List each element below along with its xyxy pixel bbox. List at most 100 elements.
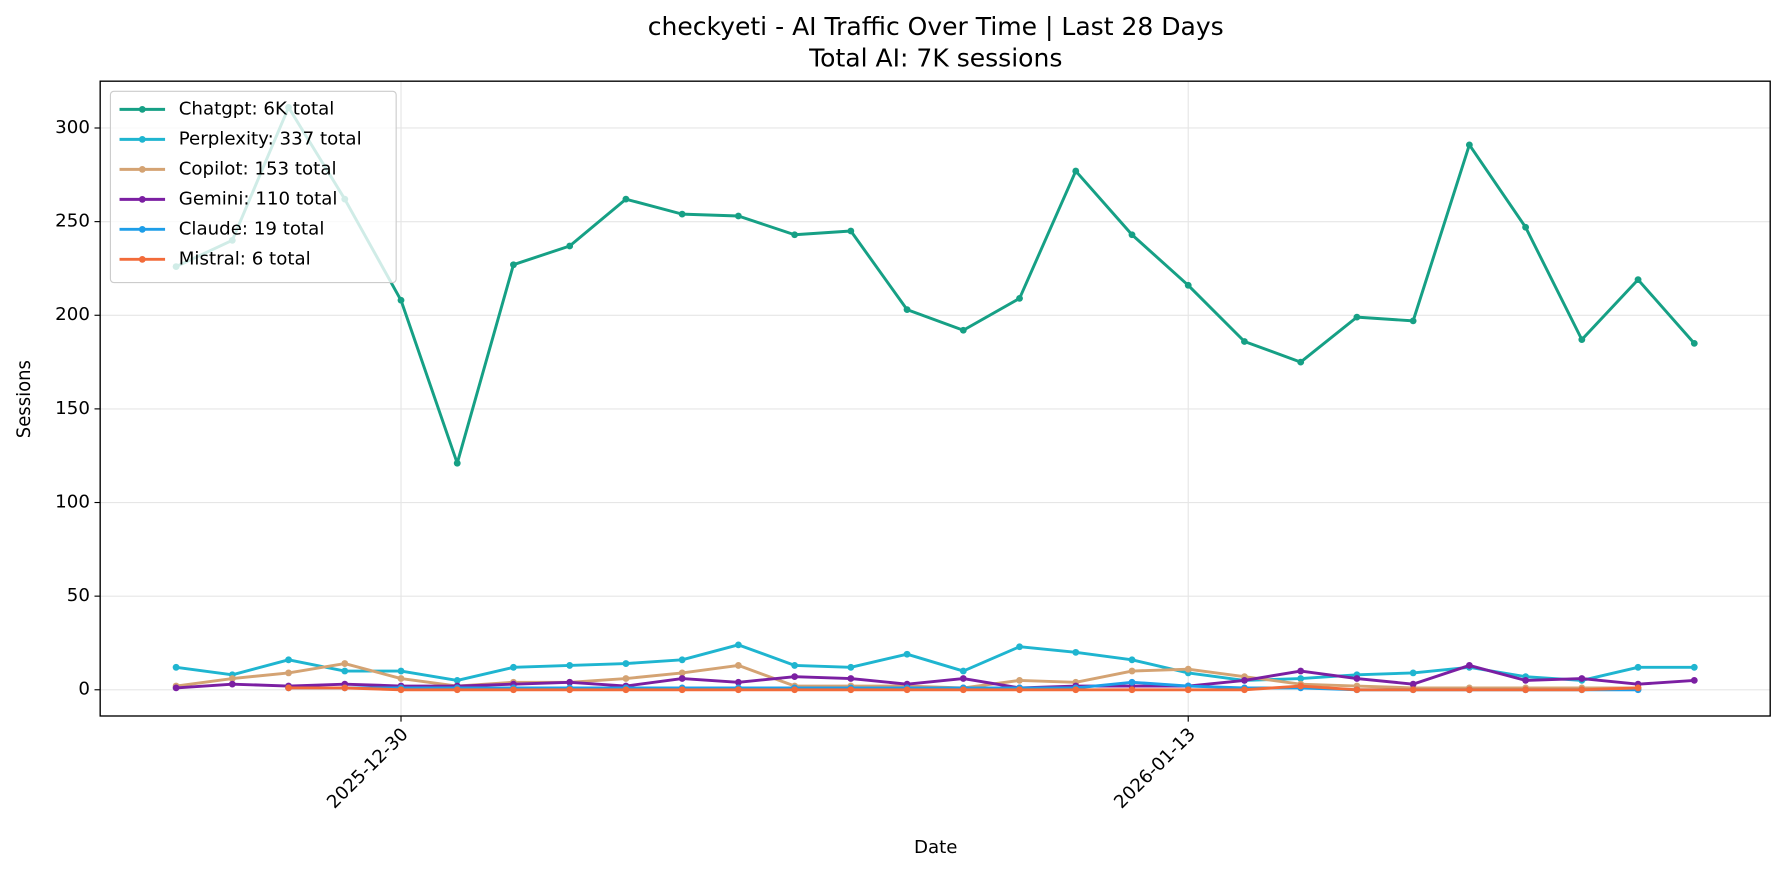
point bbox=[678, 669, 686, 677]
point bbox=[1072, 686, 1080, 694]
legend-marker bbox=[138, 255, 146, 263]
y-tick-label: 250 bbox=[55, 211, 90, 232]
point bbox=[622, 660, 630, 667]
legend-label: Perplexity: 337 total bbox=[179, 128, 362, 149]
point bbox=[678, 675, 686, 682]
point bbox=[510, 686, 517, 694]
point bbox=[1690, 339, 1698, 347]
point bbox=[1128, 231, 1136, 239]
y-tick-label: 300 bbox=[55, 117, 90, 138]
point bbox=[678, 210, 686, 218]
y-tick-label: 0 bbox=[78, 679, 90, 700]
point bbox=[285, 656, 292, 664]
point bbox=[510, 663, 517, 671]
point bbox=[903, 686, 911, 694]
series-line bbox=[175, 105, 1696, 465]
point bbox=[228, 675, 236, 682]
point bbox=[566, 686, 574, 694]
point bbox=[791, 231, 799, 239]
point bbox=[453, 459, 461, 467]
point bbox=[1690, 663, 1698, 671]
point bbox=[453, 677, 461, 684]
point bbox=[791, 673, 799, 681]
point bbox=[1578, 336, 1586, 343]
x-tick-label: 2025-12-30 bbox=[323, 724, 413, 813]
point bbox=[341, 667, 349, 675]
point bbox=[341, 684, 349, 692]
y-axis-label: Sessions bbox=[14, 360, 35, 438]
point bbox=[1409, 686, 1417, 694]
legend-marker bbox=[138, 165, 146, 173]
point bbox=[847, 686, 855, 694]
legend: Chatgpt: 6K total Perplexity: 337 total Co… bbox=[109, 90, 397, 284]
point bbox=[903, 650, 911, 658]
legend-box bbox=[109, 90, 397, 284]
point bbox=[791, 662, 799, 669]
legend-label: Claude: 19 total bbox=[179, 218, 325, 239]
point bbox=[1522, 686, 1530, 694]
point bbox=[734, 212, 742, 220]
point bbox=[734, 662, 742, 669]
point bbox=[397, 686, 405, 694]
point bbox=[1465, 686, 1473, 694]
point bbox=[566, 662, 574, 669]
x-axis-label: Date bbox=[914, 837, 958, 858]
y-tick-label: 100 bbox=[55, 492, 90, 513]
y-tick-label: 150 bbox=[55, 398, 90, 419]
point bbox=[1016, 686, 1023, 694]
point bbox=[1297, 675, 1305, 682]
chart-subtitle: Total AI: 7K sessions bbox=[808, 44, 1062, 73]
x-tick-label: 2026-01-13 bbox=[1110, 724, 1200, 813]
point bbox=[1409, 680, 1417, 688]
point bbox=[1522, 223, 1530, 231]
point bbox=[622, 686, 630, 694]
chart-title: checkyeti - AI Traffic Over Time | Last … bbox=[648, 12, 1224, 41]
point bbox=[959, 686, 967, 694]
point bbox=[1409, 317, 1417, 325]
plot-lines bbox=[172, 104, 1698, 694]
point bbox=[1184, 665, 1192, 673]
point bbox=[734, 641, 742, 649]
point bbox=[678, 686, 686, 694]
point bbox=[1184, 686, 1192, 694]
point bbox=[228, 680, 236, 688]
point bbox=[285, 684, 292, 692]
point bbox=[397, 667, 405, 675]
point bbox=[1690, 677, 1698, 684]
point bbox=[622, 195, 630, 203]
point bbox=[734, 686, 742, 694]
point bbox=[1634, 684, 1642, 692]
legend-marker bbox=[138, 195, 146, 203]
legend-label: Mistral: 6 total bbox=[179, 248, 311, 269]
point bbox=[1353, 313, 1361, 321]
legend-marker bbox=[138, 105, 146, 113]
point bbox=[453, 686, 461, 694]
point bbox=[397, 296, 405, 304]
point bbox=[1465, 141, 1473, 149]
point bbox=[1297, 358, 1305, 366]
point bbox=[1016, 295, 1023, 302]
point bbox=[959, 675, 967, 682]
point bbox=[1578, 675, 1586, 682]
point bbox=[566, 242, 574, 250]
point bbox=[341, 660, 349, 667]
series-line bbox=[175, 643, 1695, 682]
point bbox=[678, 656, 686, 664]
point bbox=[1241, 686, 1248, 694]
y-tick-label: 50 bbox=[67, 585, 90, 606]
point bbox=[1072, 167, 1080, 175]
point bbox=[1128, 667, 1136, 675]
point bbox=[1297, 682, 1305, 690]
point bbox=[1465, 662, 1473, 669]
point bbox=[903, 306, 911, 314]
point bbox=[1522, 677, 1530, 684]
point bbox=[1409, 669, 1417, 677]
legend-marker bbox=[138, 135, 146, 143]
point bbox=[847, 227, 855, 235]
point bbox=[1184, 281, 1192, 289]
point bbox=[1016, 677, 1023, 684]
point bbox=[1128, 686, 1136, 694]
point bbox=[172, 663, 180, 671]
point bbox=[791, 686, 799, 694]
